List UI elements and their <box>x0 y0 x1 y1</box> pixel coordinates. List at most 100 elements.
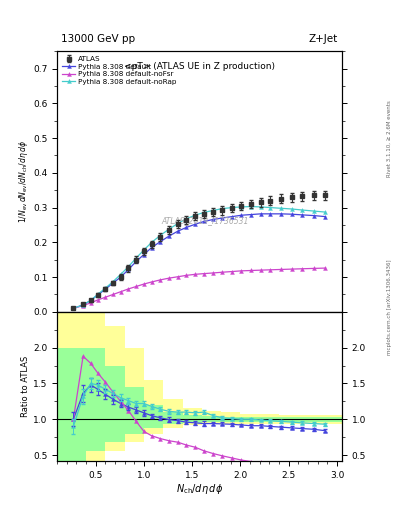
Pythia 8.308 default-noRap <box>249 203 253 209</box>
Pythia 8.308 default <box>184 224 189 230</box>
Text: 13000 GeV pp: 13000 GeV pp <box>61 33 135 44</box>
Pythia 8.308 default-noRap <box>211 207 216 214</box>
Pythia 8.308 default-noFsr <box>158 277 163 283</box>
Pythia 8.308 default-noRap <box>158 232 163 239</box>
Pythia 8.308 default <box>158 239 163 245</box>
Text: mcplots.cern.ch [arXiv:1306.3436]: mcplots.cern.ch [arXiv:1306.3436] <box>387 260 391 355</box>
Line: Pythia 8.308 default-noRap: Pythia 8.308 default-noRap <box>72 205 327 310</box>
Pythia 8.308 default-noFsr <box>167 275 171 281</box>
Pythia 8.308 default <box>81 302 85 308</box>
Pythia 8.308 default-noFsr <box>230 268 234 274</box>
Pythia 8.308 default <box>323 214 328 220</box>
Pythia 8.308 default-noRap <box>126 264 131 270</box>
Pythia 8.308 default-noRap <box>134 255 139 261</box>
Text: Rivet 3.1.10, ≥ 2.6M events: Rivet 3.1.10, ≥ 2.6M events <box>387 100 391 177</box>
Pythia 8.308 default-noFsr <box>95 297 100 303</box>
Y-axis label: $1/N_\mathrm{ev}\,dN_\mathrm{ev}/dN_\mathrm{ch}/d\eta\,d\phi$: $1/N_\mathrm{ev}\,dN_\mathrm{ev}/dN_\mat… <box>17 140 30 223</box>
Pythia 8.308 default-noFsr <box>111 291 116 297</box>
Pythia 8.308 default <box>193 221 197 227</box>
Pythia 8.308 default-noRap <box>289 206 294 212</box>
Y-axis label: Ratio to ATLAS: Ratio to ATLAS <box>21 356 30 417</box>
Pythia 8.308 default-noFsr <box>323 265 328 271</box>
Pythia 8.308 default-noFsr <box>211 270 216 276</box>
Pythia 8.308 default <box>202 219 206 225</box>
Pythia 8.308 default-noRap <box>193 212 197 218</box>
Pythia 8.308 default-noFsr <box>126 286 131 292</box>
Pythia 8.308 default <box>149 245 154 251</box>
Line: Pythia 8.308 default: Pythia 8.308 default <box>72 212 327 310</box>
Pythia 8.308 default-noRap <box>149 239 154 245</box>
Pythia 8.308 default-noRap <box>202 209 206 216</box>
Pythia 8.308 default-noRap <box>95 291 100 297</box>
Text: Z+Jet: Z+Jet <box>309 33 338 44</box>
Line: Pythia 8.308 default-noFsr: Pythia 8.308 default-noFsr <box>72 266 327 310</box>
Pythia 8.308 default-noFsr <box>239 268 244 274</box>
Pythia 8.308 default-noFsr <box>71 305 76 311</box>
Pythia 8.308 default-noRap <box>279 205 283 211</box>
Pythia 8.308 default-noFsr <box>134 284 139 290</box>
Pythia 8.308 default-noFsr <box>81 303 85 309</box>
Pythia 8.308 default-noRap <box>103 285 108 291</box>
Pythia 8.308 default <box>134 259 139 265</box>
Pythia 8.308 default <box>71 305 76 311</box>
Pythia 8.308 default-noRap <box>141 247 146 253</box>
Pythia 8.308 default-noFsr <box>193 271 197 278</box>
Pythia 8.308 default <box>111 280 116 286</box>
Pythia 8.308 default-noFsr <box>220 269 224 275</box>
Pythia 8.308 default-noFsr <box>268 267 273 273</box>
Pythia 8.308 default <box>141 251 146 258</box>
Pythia 8.308 default-noRap <box>230 204 234 210</box>
Pythia 8.308 default <box>211 217 216 223</box>
Pythia 8.308 default-noFsr <box>300 266 305 272</box>
Pythia 8.308 default-noRap <box>268 204 273 210</box>
Pythia 8.308 default-noRap <box>175 221 180 227</box>
Text: <pT> (ATLAS UE in Z production): <pT> (ATLAS UE in Z production) <box>124 61 275 71</box>
Pythia 8.308 default-noFsr <box>289 266 294 272</box>
Pythia 8.308 default-noFsr <box>103 294 108 301</box>
Pythia 8.308 default-noRap <box>167 226 171 232</box>
Pythia 8.308 default <box>239 212 244 218</box>
Pythia 8.308 default-noFsr <box>279 266 283 272</box>
Pythia 8.308 default <box>167 233 171 239</box>
Pythia 8.308 default-noRap <box>88 297 93 304</box>
Legend: ATLAS, Pythia 8.308 default, Pythia 8.308 default-noFsr, Pythia 8.308 default-no: ATLAS, Pythia 8.308 default, Pythia 8.30… <box>61 55 178 86</box>
Pythia 8.308 default-noFsr <box>249 267 253 273</box>
Pythia 8.308 default-noRap <box>239 204 244 210</box>
Pythia 8.308 default <box>249 211 253 218</box>
Pythia 8.308 default <box>259 211 263 217</box>
Pythia 8.308 default <box>220 215 224 221</box>
Pythia 8.308 default <box>103 286 108 292</box>
Pythia 8.308 default-noFsr <box>141 281 146 287</box>
Pythia 8.308 default-noFsr <box>88 300 93 306</box>
Pythia 8.308 default-noFsr <box>149 279 154 285</box>
Pythia 8.308 default <box>126 266 131 272</box>
Pythia 8.308 default-noFsr <box>259 267 263 273</box>
Pythia 8.308 default-noRap <box>300 207 305 213</box>
X-axis label: $N_\mathrm{ch}/d\eta\,d\phi$: $N_\mathrm{ch}/d\eta\,d\phi$ <box>176 482 223 496</box>
Pythia 8.308 default <box>268 211 273 217</box>
Pythia 8.308 default <box>118 274 123 280</box>
Pythia 8.308 default <box>88 297 93 304</box>
Pythia 8.308 default-noRap <box>111 279 116 285</box>
Pythia 8.308 default-noFsr <box>312 265 316 271</box>
Pythia 8.308 default-noRap <box>71 305 76 311</box>
Text: ATLAS_2019_I1736531: ATLAS_2019_I1736531 <box>162 216 249 225</box>
Pythia 8.308 default <box>175 228 180 234</box>
Pythia 8.308 default-noFsr <box>184 272 189 279</box>
Pythia 8.308 default <box>230 214 234 220</box>
Pythia 8.308 default-noRap <box>118 271 123 278</box>
Pythia 8.308 default-noRap <box>323 209 328 215</box>
Pythia 8.308 default-noRap <box>312 208 316 214</box>
Pythia 8.308 default-noRap <box>220 205 224 211</box>
Pythia 8.308 default-noRap <box>184 216 189 222</box>
Pythia 8.308 default-noRap <box>259 204 263 210</box>
Pythia 8.308 default <box>312 212 316 219</box>
Pythia 8.308 default-noFsr <box>175 274 180 280</box>
Pythia 8.308 default-noFsr <box>118 289 123 295</box>
Pythia 8.308 default-noFsr <box>202 270 206 276</box>
Pythia 8.308 default <box>300 212 305 218</box>
Pythia 8.308 default <box>289 211 294 217</box>
Pythia 8.308 default <box>279 211 283 217</box>
Pythia 8.308 default <box>95 292 100 298</box>
Pythia 8.308 default-noRap <box>81 302 85 308</box>
